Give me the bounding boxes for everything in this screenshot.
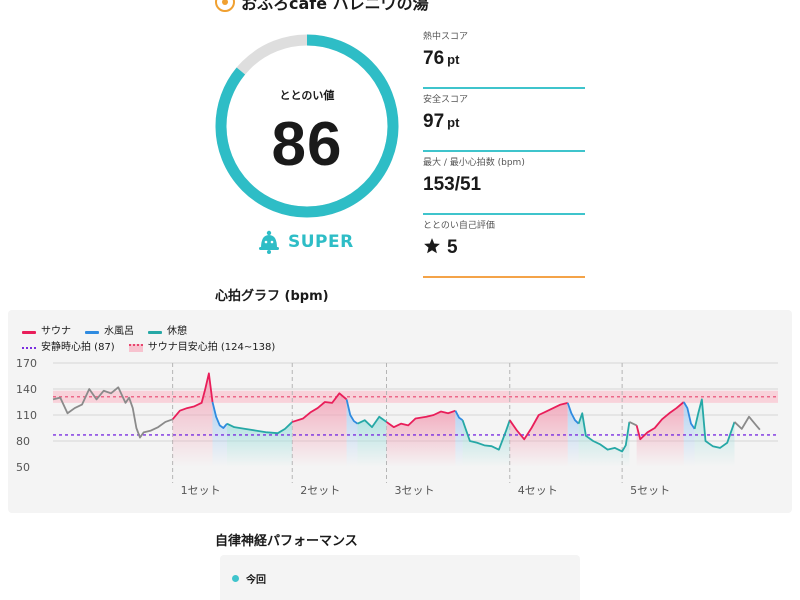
sauna-area bbox=[292, 393, 347, 467]
water-area bbox=[567, 402, 579, 467]
chart-title: 心拍グラフ (bpm) bbox=[215, 289, 329, 304]
star-icon bbox=[424, 238, 440, 254]
heart-rate-chart: 50 80 110 140 170 1セット 2セット 3セット 4セット 5セット bbox=[16, 357, 778, 497]
legend-water-bath: 水風呂 bbox=[85, 324, 134, 340]
set-label: 2セット bbox=[300, 484, 340, 497]
bell-icon bbox=[258, 230, 280, 254]
sauna-line bbox=[635, 401, 685, 441]
water-line bbox=[454, 410, 464, 421]
water-line bbox=[566, 402, 580, 425]
totonoi-gauge: ととのい値 86 bbox=[214, 33, 400, 219]
rest-area bbox=[357, 416, 387, 467]
legend-dot bbox=[232, 575, 239, 582]
set-label: 5セット bbox=[630, 484, 670, 497]
idle-line bbox=[733, 415, 761, 431]
rest-area bbox=[227, 421, 293, 467]
heat-score: 熱中スコア 76 pt bbox=[423, 26, 585, 89]
water-line bbox=[211, 401, 228, 429]
heart-rate-range: 最大 / 最小心拍数 (bpm) 153/51 bbox=[423, 152, 585, 215]
rest-area bbox=[462, 420, 510, 467]
venue-header: おふろcafe ハレニワの湯 bbox=[215, 0, 429, 14]
y-tick-label: 110 bbox=[16, 409, 37, 422]
stat-label: 熱中スコア bbox=[423, 32, 469, 42]
sauna-area bbox=[386, 410, 456, 467]
set-label: 1セット bbox=[181, 484, 221, 497]
rest-line bbox=[461, 419, 511, 451]
stats-panel: 熱中スコア 76 pt 安全スコア 97 pt 最大 / 最小心拍数 (bpm) 1… bbox=[423, 26, 585, 278]
autonomic-title: 自律神経パフォーマンス bbox=[215, 534, 358, 549]
rest-line bbox=[693, 398, 736, 449]
stat-label: ととのい自己評価 bbox=[423, 221, 495, 231]
chart-legend: サウナ 水風呂 休憩 安静時心拍 (87) サウナ目安心拍 (124~138) bbox=[22, 324, 275, 356]
legend-sauna: サウナ bbox=[22, 324, 71, 340]
sauna-line bbox=[291, 392, 348, 423]
rest-area bbox=[694, 399, 735, 467]
y-tick-label: 140 bbox=[16, 383, 37, 396]
grade-badge: SUPER bbox=[258, 230, 354, 254]
stat-value: 76 pt bbox=[423, 48, 460, 69]
sauna-area bbox=[172, 373, 213, 467]
legend-rest: 休憩 bbox=[148, 324, 187, 340]
legend-target-hr: サウナ目安心拍 (124~138) bbox=[128, 340, 275, 356]
set-label: 3セット bbox=[395, 484, 435, 497]
rest-area bbox=[578, 413, 630, 467]
onsen-pin-icon bbox=[215, 0, 235, 12]
rest-line bbox=[577, 412, 631, 453]
sauna-line bbox=[171, 372, 214, 420]
sauna-area bbox=[509, 402, 568, 467]
self-rating: ととのい自己評価 5 bbox=[423, 215, 585, 278]
autonomic-legend: 今回 bbox=[232, 571, 266, 586]
sauna-line bbox=[385, 409, 456, 429]
autonomic-panel bbox=[220, 555, 580, 600]
legend-resting-hr: 安静時心拍 (87) bbox=[22, 340, 115, 356]
idle-line bbox=[628, 421, 638, 427]
water-line bbox=[345, 399, 359, 425]
water-line bbox=[682, 401, 696, 430]
gauge-label: ととのい値 bbox=[279, 89, 335, 102]
y-tick-label: 170 bbox=[16, 357, 37, 370]
set-label: 4セット bbox=[518, 484, 558, 497]
chart-panel bbox=[8, 310, 792, 513]
idle-line bbox=[52, 386, 173, 439]
gauge-value: 86 bbox=[271, 110, 343, 179]
gauge-progress-arc bbox=[215, 34, 399, 218]
rest-line bbox=[226, 421, 293, 435]
rest-line bbox=[357, 415, 388, 429]
y-tick-label: 80 bbox=[16, 435, 30, 448]
stat-label: 安全スコア bbox=[423, 95, 469, 105]
grade-text: SUPER bbox=[288, 232, 354, 252]
safety-score: 安全スコア 97 pt bbox=[423, 89, 585, 152]
water-area bbox=[346, 399, 358, 467]
stat-value: 97 pt bbox=[423, 111, 460, 132]
stat-value: 5 bbox=[423, 237, 458, 259]
y-tick-label: 50 bbox=[16, 461, 30, 474]
stat-value: 153/51 bbox=[423, 174, 482, 195]
venue-name: おふろcafe ハレニワの湯 bbox=[241, 0, 429, 13]
sauna-line bbox=[509, 401, 568, 441]
stat-label: 最大 / 最小心拍数 (bpm) bbox=[423, 158, 525, 168]
water-area bbox=[455, 410, 463, 467]
gauge-ring bbox=[215, 34, 399, 218]
